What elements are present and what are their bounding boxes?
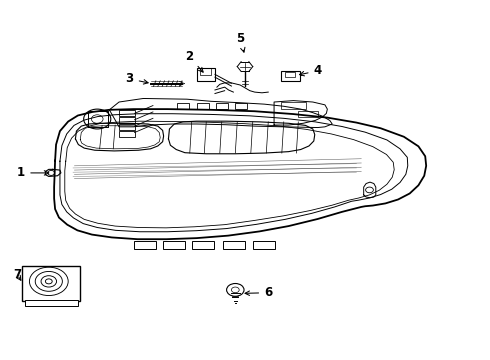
FancyBboxPatch shape [196, 103, 209, 109]
FancyBboxPatch shape [24, 300, 78, 306]
Text: 7: 7 [13, 269, 22, 282]
Text: 2: 2 [185, 50, 203, 72]
FancyBboxPatch shape [192, 241, 214, 249]
Text: 4: 4 [300, 64, 322, 77]
FancyBboxPatch shape [223, 241, 245, 249]
Text: 3: 3 [125, 72, 148, 85]
FancyBboxPatch shape [119, 124, 135, 130]
Text: 5: 5 [236, 32, 245, 52]
FancyBboxPatch shape [235, 103, 247, 109]
FancyBboxPatch shape [134, 241, 156, 249]
FancyBboxPatch shape [285, 72, 295, 77]
FancyBboxPatch shape [216, 103, 228, 109]
FancyBboxPatch shape [22, 266, 80, 301]
FancyBboxPatch shape [119, 117, 135, 123]
FancyBboxPatch shape [281, 102, 306, 109]
FancyBboxPatch shape [177, 103, 189, 109]
FancyBboxPatch shape [281, 71, 300, 81]
Text: 1: 1 [17, 166, 49, 179]
FancyBboxPatch shape [196, 68, 215, 81]
FancyBboxPatch shape [163, 241, 185, 249]
FancyBboxPatch shape [119, 131, 135, 138]
FancyBboxPatch shape [119, 110, 135, 116]
FancyBboxPatch shape [253, 241, 275, 249]
Text: 6: 6 [245, 286, 272, 299]
FancyBboxPatch shape [298, 111, 318, 117]
